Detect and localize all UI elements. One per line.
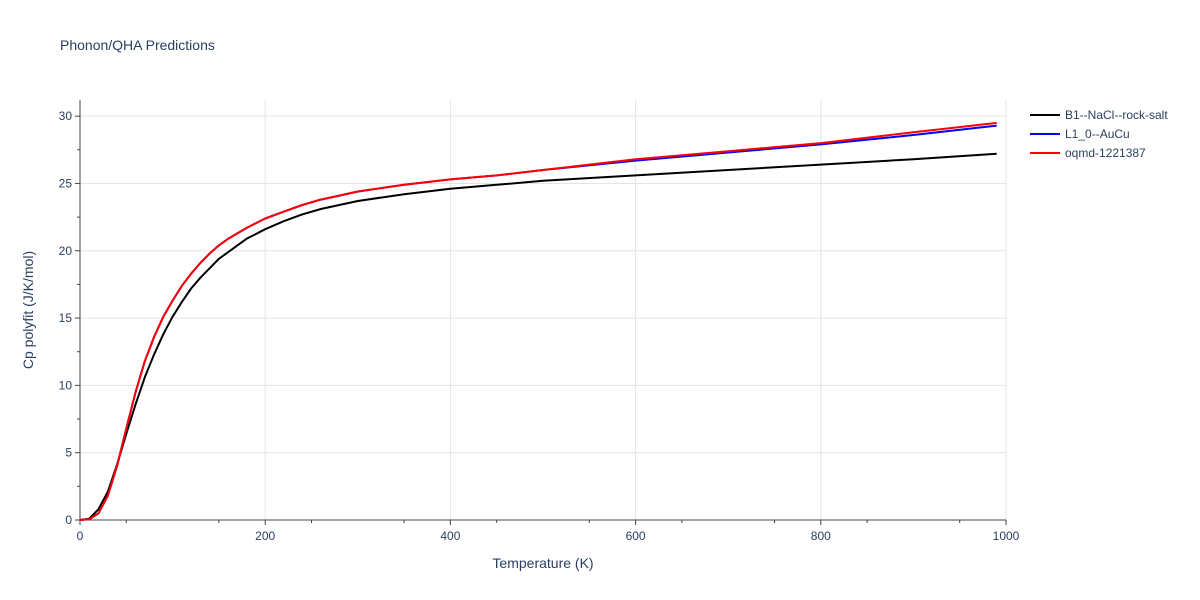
grid xyxy=(80,100,1007,520)
x-tick-label: 800 xyxy=(811,529,831,543)
x-tick-labels: 0 200 400 600 800 1000 xyxy=(77,529,1020,543)
y-tick-label: 25 xyxy=(59,176,73,190)
y-tick-label: 10 xyxy=(59,378,73,392)
y-axis-title: Cp polyfit (J/K/mol) xyxy=(20,251,36,369)
legend-label: oqmd-1221387 xyxy=(1065,146,1146,160)
series-line-L1_0--AuCu xyxy=(79,124,997,521)
y-tick-label: 5 xyxy=(65,446,72,460)
chart-title: Phonon/QHA Predictions xyxy=(60,37,215,53)
x-tick-label: 600 xyxy=(626,529,646,543)
series-line-B1--NaCl--rock-salt xyxy=(79,152,997,521)
y-tick-label: 15 xyxy=(59,311,73,325)
y-tick-label: 0 xyxy=(65,513,72,527)
y-tick-label: 30 xyxy=(59,109,73,123)
x-tick-label: 200 xyxy=(255,529,275,543)
x-tick-label: 1000 xyxy=(993,529,1020,543)
axes xyxy=(75,100,1007,525)
y-tick-label: 20 xyxy=(59,244,73,258)
x-tick-label: 0 xyxy=(77,529,84,543)
legend-label: L1_0--AuCu xyxy=(1065,127,1130,141)
y-tick-labels: 0 5 10 15 20 25 30 xyxy=(59,109,73,527)
x-axis-title: Temperature (K) xyxy=(492,555,593,571)
series-lines xyxy=(79,121,997,521)
x-tick-label: 400 xyxy=(440,529,460,543)
series-line-oqmd-1221387 xyxy=(79,121,997,521)
legend-label: B1--NaCl--rock-salt xyxy=(1065,108,1168,122)
legend: B1--NaCl--rock-salt L1_0--AuCu oqmd-122138… xyxy=(1030,108,1168,160)
